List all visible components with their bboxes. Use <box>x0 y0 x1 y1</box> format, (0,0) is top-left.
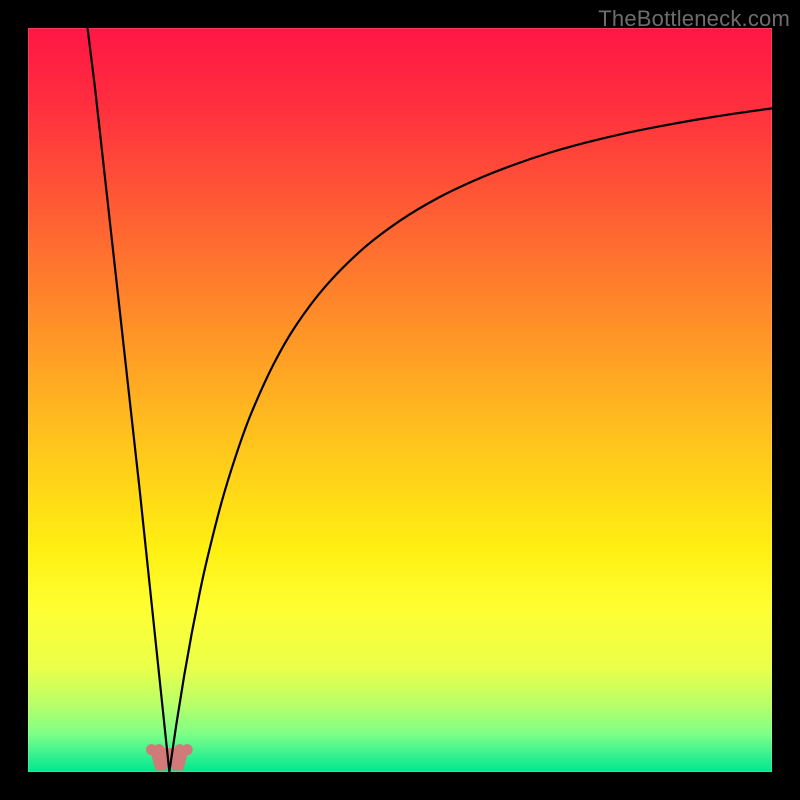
curve-overlay <box>0 0 800 800</box>
bottleneck-curve <box>88 28 772 772</box>
watermark-text: TheBottleneck.com <box>598 6 790 32</box>
bottom-marker-dot <box>153 744 164 755</box>
chart-container: TheBottleneck.com <box>0 0 800 800</box>
bottom-marker-dot <box>182 744 193 755</box>
